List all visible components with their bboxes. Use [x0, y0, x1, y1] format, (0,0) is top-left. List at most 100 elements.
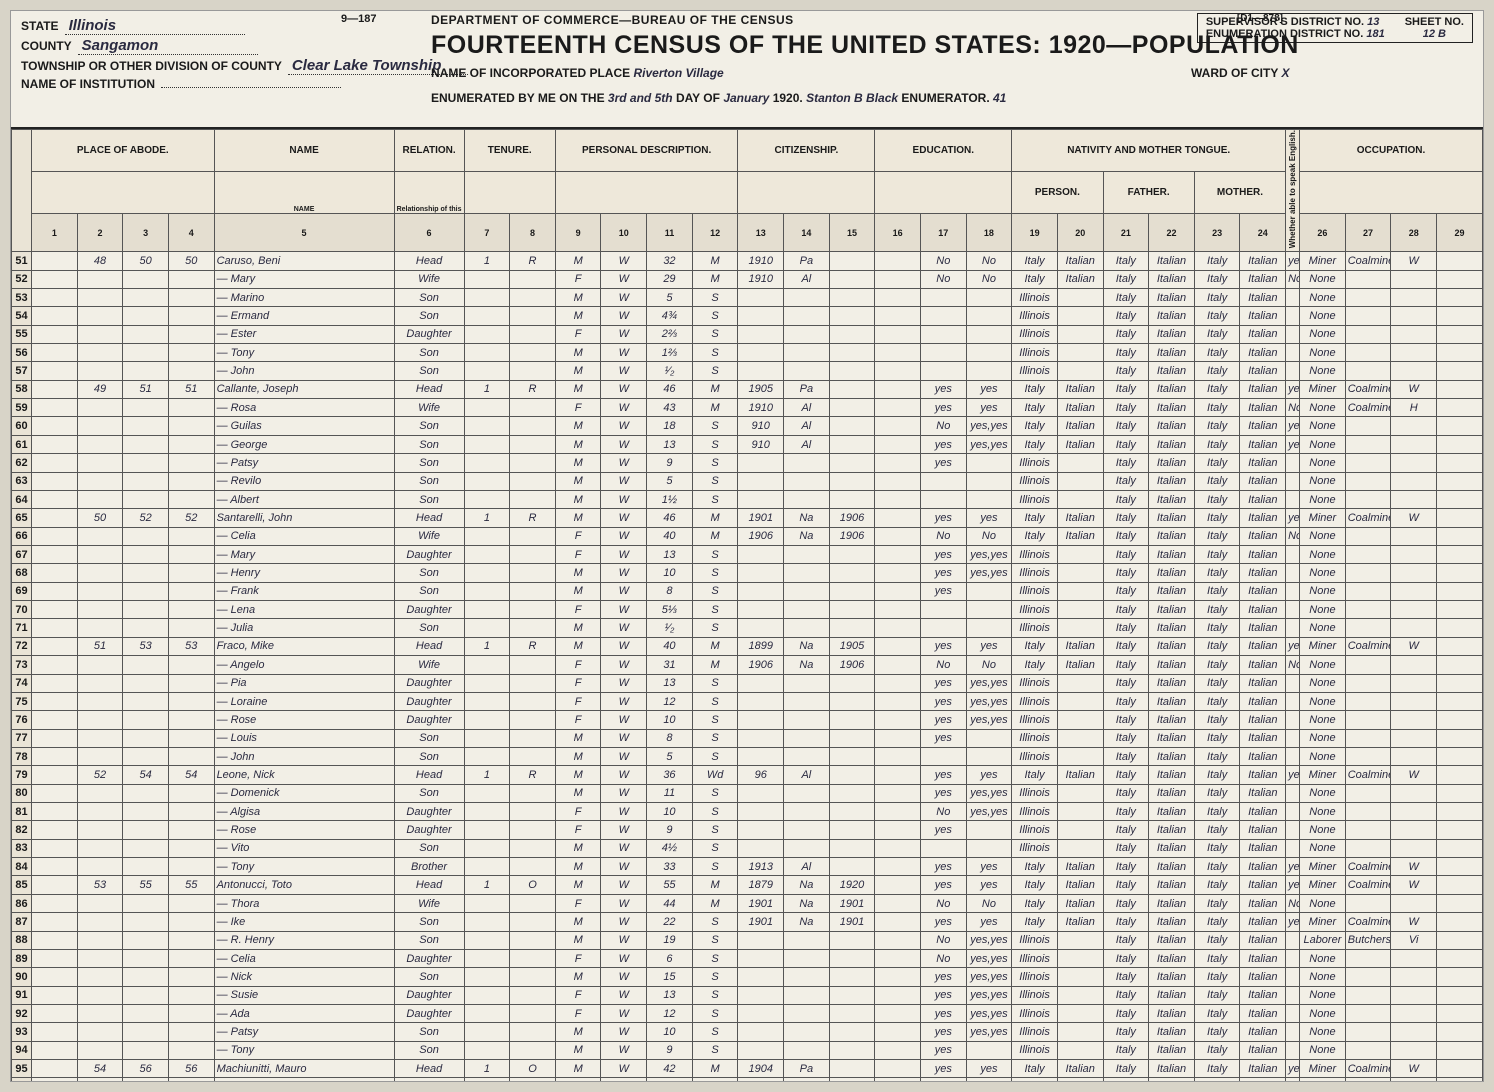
table-row[interactable]: 70— Lena Daughter F W 5⅓ S Illinois Italy Italia… [12, 601, 1483, 619]
row-line-number: 92 [12, 1004, 32, 1022]
row-line-number: 76 [12, 711, 32, 729]
table-row[interactable]: 72 51 53 53 Fraco, Mike Head 1 R M W 40 M 1899 Na 1905… [12, 637, 1483, 655]
table-row[interactable]: 58 49 51 51 Callante, Joseph Head 1 R M W 46 M 1905 P… [12, 380, 1483, 398]
table-row[interactable]: 59— Rosa Wife F W 43 M 1910 Al yes yes Italy Italia… [12, 399, 1483, 417]
row-line-number: 79 [12, 766, 32, 784]
sheet-number-field: SHEET NO. 12 B [1405, 16, 1464, 40]
census-main-title: FOURTEENTH CENSUS OF THE UNITED STATES: … [431, 31, 1299, 60]
row-line-number: 90 [12, 968, 32, 986]
row-line-number: 78 [12, 747, 32, 765]
table-row[interactable]: 64— Albert Son M W 1½ S Illinois Italy Italian It… [12, 490, 1483, 508]
row-line-number: 57 [12, 362, 32, 380]
row-line-number: 85 [12, 876, 32, 894]
table-row[interactable]: 81— Algisa Daughter F W 10 S No yes,yes Illinois… [12, 803, 1483, 821]
table-row[interactable]: 65 50 52 52 Santarelli, John Head 1 R M W 46 M 1901 N… [12, 509, 1483, 527]
row-line-number: 66 [12, 527, 32, 545]
row-line-number: 67 [12, 546, 32, 564]
row-line-number: 51 [12, 252, 32, 270]
enumerated-field: ENUMERATED BY ME ON THE 3rd and 5th DAY … [431, 91, 1006, 105]
table-row[interactable]: 84— Tony Brother M W 33 S 1913 Al yes yes Italy Ita… [12, 858, 1483, 876]
row-line-number: 55 [12, 325, 32, 343]
table-row[interactable]: 56— Tony Son M W 1⅔ S Illinois Italy Italian Ital… [12, 344, 1483, 362]
row-line-number: 89 [12, 949, 32, 967]
table-row[interactable]: 89— Celia Daughter F W 6 S No yes,yes Illinois It… [12, 949, 1483, 967]
row-line-number: 91 [12, 986, 32, 1004]
census-sheet: 9—187 [D1—878] SUPERVISOR'S DISTRICT NO.… [10, 10, 1484, 1082]
table-row[interactable]: 63— Revilo Son M W 5 S Illinois Italy Italian Ita… [12, 472, 1483, 490]
table-row[interactable]: 71— Julia Son M W ¹⁄₂ S Illinois Italy Italian It… [12, 619, 1483, 637]
row-line-number: 75 [12, 692, 32, 710]
row-line-number: 77 [12, 729, 32, 747]
row-line-number: 52 [12, 270, 32, 288]
department-title: DEPARTMENT OF COMMERCE—BUREAU OF THE CEN… [431, 13, 794, 27]
row-line-number: 65 [12, 509, 32, 527]
row-line-number: 58 [12, 380, 32, 398]
row-line-number: 74 [12, 674, 32, 692]
table-row[interactable]: 61— George Son M W 13 S 910 Al yes yes,yes Italy It… [12, 435, 1483, 453]
incorporated-place-field: NAME OF INCORPORATED PLACE Riverton Vill… [431, 66, 724, 80]
row-line-number: 68 [12, 564, 32, 582]
row-line-number: 82 [12, 821, 32, 839]
row-line-number: 80 [12, 784, 32, 802]
table-row[interactable]: 79 52 54 54 Leone, Nick Head 1 R M W 36 Wd 96 Al yes ye… [12, 766, 1483, 784]
row-line-number: 59 [12, 399, 32, 417]
row-line-number: 60 [12, 417, 32, 435]
table-row[interactable]: 73— Angelo Wife F W 31 M 1906 Na 1906 No No Italy It… [12, 656, 1483, 674]
table-row[interactable]: 57— John Son M W ¹⁄₂ S Illinois Italy Italian Ita… [12, 362, 1483, 380]
table-row[interactable]: 95 54 56 56 Machiunitti, Mauro Head 1 O M W 42 M 190… [12, 1060, 1483, 1078]
table-row[interactable]: 51 48 50 50 Caruso, Beni Head 1 R M W 32 M 1910 Pa No N… [12, 252, 1483, 270]
row-line-number: 64 [12, 490, 32, 508]
row-line-number: 53 [12, 288, 32, 306]
table-row[interactable]: 85 53 55 55 Antonucci, Toto Head 1 O M W 55 M 1879 Na… [12, 876, 1483, 894]
row-line-number: 54 [12, 307, 32, 325]
supervisors-district-field: SUPERVISOR'S DISTRICT NO. 13 [1206, 16, 1385, 28]
row-line-number: 96 [12, 1078, 32, 1082]
table-row[interactable]: 86— Thora Wife F W 44 M 1901 Na 1901 No No Italy Ita… [12, 894, 1483, 912]
table-row[interactable]: 78— John Son M W 5 S Illinois Italy Italian Italy… [12, 747, 1483, 765]
table-row[interactable]: 66— Celia Wife F W 40 M 1906 Na 1906 No No Italy Ita… [12, 527, 1483, 545]
row-line-number: 69 [12, 582, 32, 600]
row-line-number: 56 [12, 344, 32, 362]
table-row[interactable]: 52— Mary Wife F W 29 M 1910 Al No No Italy Italian I… [12, 270, 1483, 288]
ward-field: WARD OF CITY X [1191, 66, 1289, 80]
table-row[interactable]: 54— Ermand Son M W 4¾ S Illinois Italy Italian It… [12, 307, 1483, 325]
row-line-number: 93 [12, 1023, 32, 1041]
row-line-number: 86 [12, 894, 32, 912]
row-line-number: 94 [12, 1041, 32, 1059]
row-line-number: 83 [12, 839, 32, 857]
row-line-number: 73 [12, 656, 32, 674]
census-table-wrapper: PLACE OF ABODE. NAME RELATION. TENURE. P… [11, 129, 1483, 1082]
row-line-number: 62 [12, 454, 32, 472]
table-row[interactable]: 53— Marino Son M W 5 S Illinois Italy Italian Ita… [12, 288, 1483, 306]
row-line-number: 63 [12, 472, 32, 490]
row-line-number: 87 [12, 913, 32, 931]
table-row[interactable]: 96— MaryWifeFW37M1910AlNoNoItalyItalianI… [12, 1078, 1483, 1082]
census-data-table: PLACE OF ABODE. NAME RELATION. TENURE. P… [11, 129, 1483, 1082]
row-line-number: 95 [12, 1060, 32, 1078]
table-row[interactable]: 88— R. Henry Son M W 19 S No yes,yes Illinois Ita… [12, 931, 1483, 949]
row-line-number: 88 [12, 931, 32, 949]
row-line-number: 72 [12, 637, 32, 655]
row-line-number: 61 [12, 435, 32, 453]
table-row[interactable]: 60— Guilas Son M W 18 S 910 Al No yes,yes Italy Ita… [12, 417, 1483, 435]
row-line-number: 84 [12, 858, 32, 876]
table-row[interactable]: 55— Ester Daughter F W 2⅔ S Illinois Italy Itali… [12, 325, 1483, 343]
row-line-number: 81 [12, 803, 32, 821]
table-row[interactable]: 87— Ike Son M W 22 S 1901 Na 1901 yes yes Italy Ital… [12, 913, 1483, 931]
table-row[interactable]: 83— Vito Son M W 4½ S Illinois Italy Italian Ital… [12, 839, 1483, 857]
